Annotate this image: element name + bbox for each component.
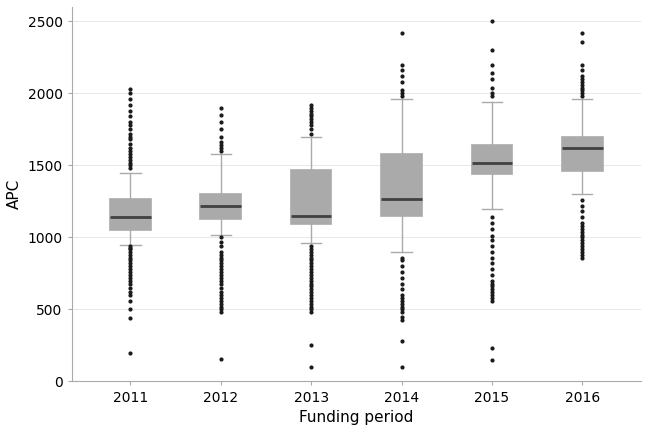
PathPatch shape bbox=[381, 154, 422, 216]
Y-axis label: APC: APC bbox=[7, 179, 22, 210]
X-axis label: Funding period: Funding period bbox=[299, 410, 413, 425]
PathPatch shape bbox=[110, 199, 151, 230]
PathPatch shape bbox=[200, 194, 241, 219]
PathPatch shape bbox=[562, 137, 603, 171]
PathPatch shape bbox=[472, 145, 513, 174]
PathPatch shape bbox=[291, 170, 332, 225]
